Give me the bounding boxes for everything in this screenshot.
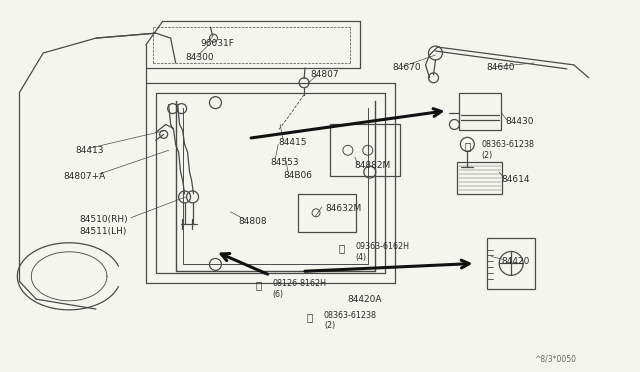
Text: 08363-61238: 08363-61238 xyxy=(324,311,377,320)
Text: 84807: 84807 xyxy=(310,70,339,79)
Text: 08363-61238: 08363-61238 xyxy=(481,140,534,149)
Text: 84300: 84300 xyxy=(186,54,214,62)
Bar xyxy=(487,238,535,289)
Text: (4): (4) xyxy=(356,253,367,262)
Bar xyxy=(330,125,399,176)
Text: Ⓢ: Ⓢ xyxy=(255,280,261,290)
Text: 84632M: 84632M xyxy=(325,204,361,213)
Text: 84614: 84614 xyxy=(501,174,530,183)
Text: 84882M: 84882M xyxy=(355,161,391,170)
Text: 84670: 84670 xyxy=(393,63,421,73)
Bar xyxy=(298,194,356,232)
Text: (6): (6) xyxy=(272,290,284,299)
Text: 84807+A: 84807+A xyxy=(63,171,106,180)
Text: 84430: 84430 xyxy=(505,117,534,126)
Text: (2): (2) xyxy=(481,151,493,160)
Text: 84420A: 84420A xyxy=(347,295,381,304)
Text: 84510(RH): 84510(RH) xyxy=(79,215,127,224)
Text: 84415: 84415 xyxy=(278,138,307,147)
Text: 84420: 84420 xyxy=(501,257,529,266)
Text: (2): (2) xyxy=(324,321,335,330)
Bar xyxy=(458,162,502,194)
Text: 08126-8162H: 08126-8162H xyxy=(272,279,326,288)
Text: Ⓢ: Ⓢ xyxy=(339,244,345,254)
Text: 84640: 84640 xyxy=(486,63,515,73)
Bar xyxy=(460,93,501,131)
Text: Ⓢ: Ⓢ xyxy=(307,312,313,322)
Text: 84808: 84808 xyxy=(238,217,267,226)
Text: Ⓢ: Ⓢ xyxy=(464,141,470,151)
Text: 09363-6162H: 09363-6162H xyxy=(356,242,410,251)
Text: 84553: 84553 xyxy=(270,158,299,167)
Text: 84413: 84413 xyxy=(75,146,104,155)
Text: ^8/3*0050: ^8/3*0050 xyxy=(534,354,576,363)
Text: 84511(LH): 84511(LH) xyxy=(79,227,127,236)
Text: 84B06: 84B06 xyxy=(283,171,312,180)
Text: 96031F: 96031F xyxy=(200,39,234,48)
